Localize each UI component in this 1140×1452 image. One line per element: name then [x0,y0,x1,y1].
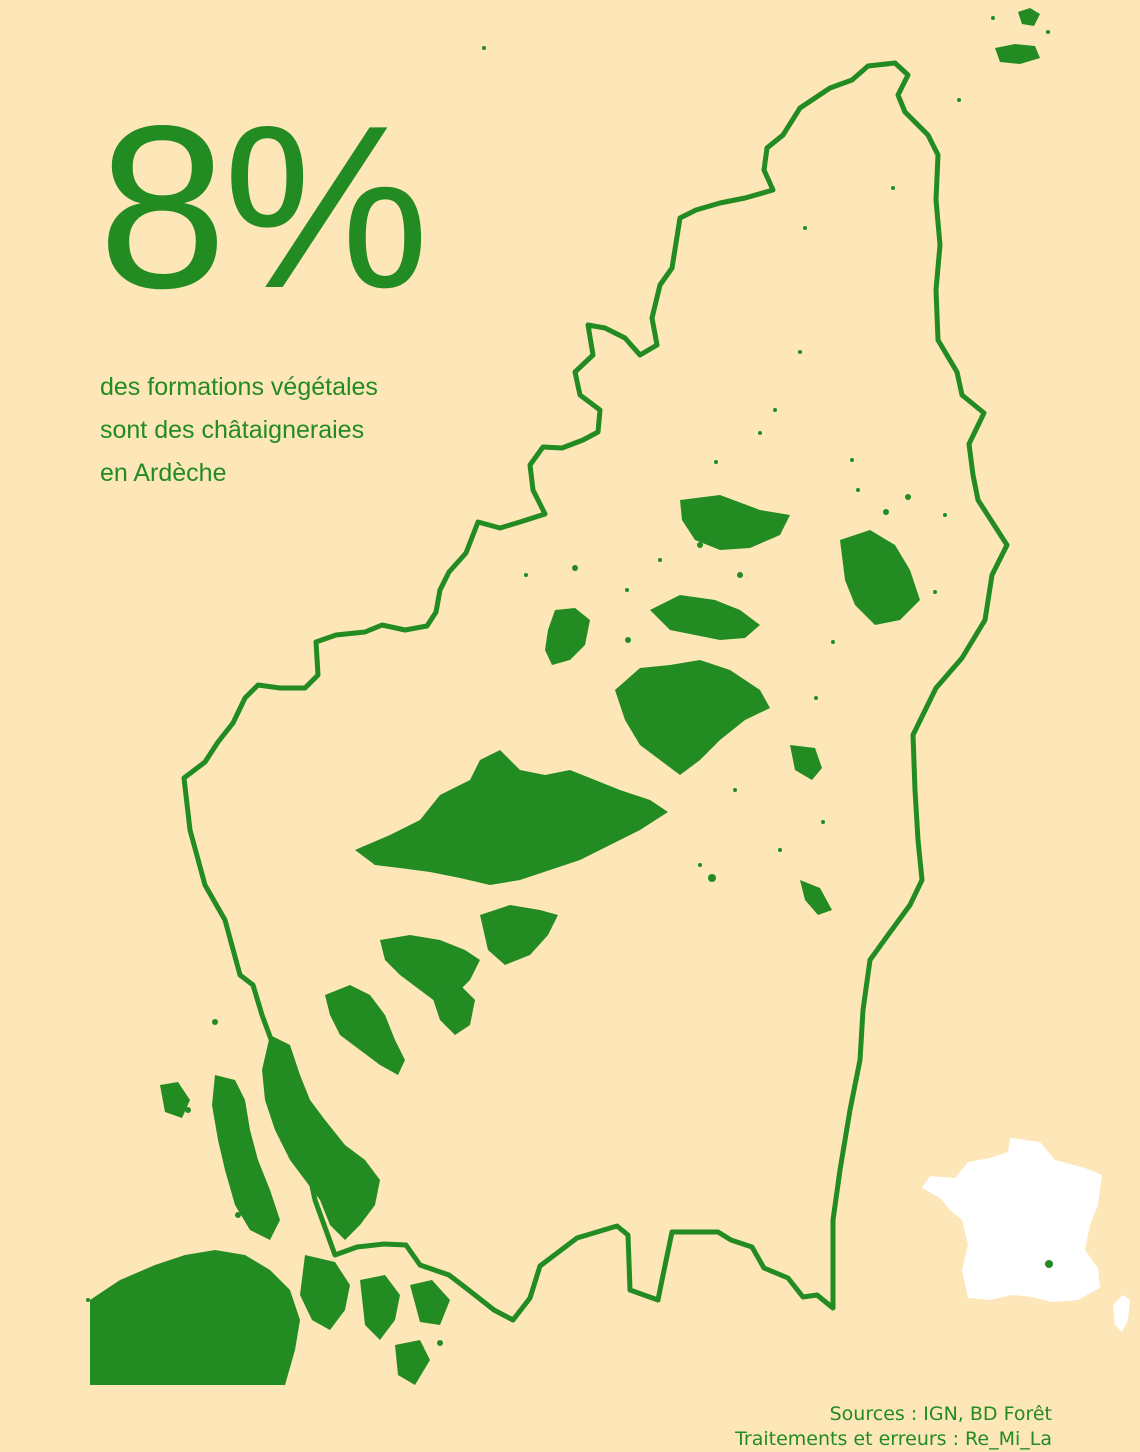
france-inset-shape [922,1138,1102,1302]
processing-credit-line: Traitements et erreurs : Re_Mi_La [735,1428,1052,1450]
forest-patch [355,750,668,885]
chestnut-groves-layer [90,8,1040,1385]
caption-line-1: des formations végétales [100,373,378,401]
forest-patch [212,1075,280,1240]
forest-patch [680,495,790,550]
forest-patch [262,1035,380,1240]
forest-patch [395,1340,430,1385]
forest-patch [615,660,770,775]
forest-patch [90,1250,300,1385]
forest-patch [300,1255,350,1330]
forest-patch [325,985,405,1075]
ardeche-locator-dot [1045,1260,1053,1268]
headline-percentage: 8% [98,78,429,337]
forest-patch [545,608,590,665]
france-inset-locator [922,1138,1130,1332]
forest-patch [360,1275,400,1340]
forest-patch [1018,8,1040,26]
scattered-groves [86,16,1050,1346]
forest-patch [430,985,475,1035]
caption-line-2: sont des châtaigneraies [100,416,365,444]
forest-patch [790,745,822,780]
headline-caption: des formations végétales sont des châtai… [100,366,480,495]
forest-patch [410,1280,450,1325]
forest-patch [840,530,920,625]
forest-patch [650,595,760,640]
forest-patch [480,905,558,965]
corsica-inset-shape [1113,1295,1130,1332]
forest-patch [995,44,1040,64]
ardeche-department-outline [181,60,1010,1323]
forest-patch [800,880,832,915]
sources-credit: Sources : IGN, BD Forêt Traitements et e… [735,1402,1052,1452]
sources-line: Sources : IGN, BD Forêt [829,1403,1052,1425]
forest-patch [160,1082,190,1118]
caption-line-3: en Ardèche [100,459,227,487]
